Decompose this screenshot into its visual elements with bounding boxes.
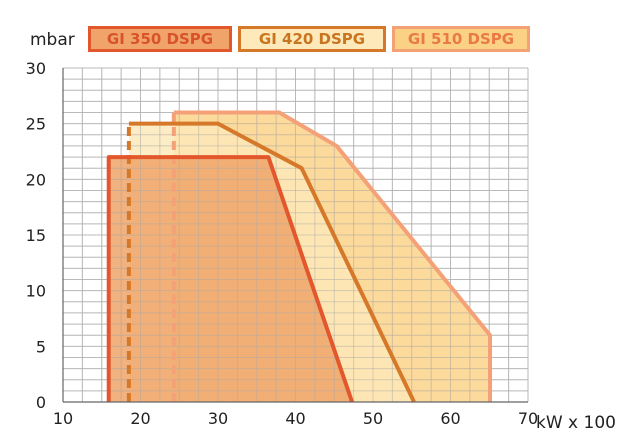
legend-item-gi-420-dspg: GI 420 DSPG — [238, 26, 386, 52]
series-areas — [108, 112, 491, 403]
axes — [62, 68, 528, 403]
legend-item-gi-350-dspg: GI 350 DSPG — [88, 26, 232, 52]
y-tick-label: 15 — [26, 226, 46, 245]
legend-item-gi-510-dspg: GI 510 DSPG — [392, 26, 530, 52]
y-tick-label: 20 — [26, 170, 46, 189]
series-area-0 — [108, 157, 353, 402]
x-tick-label: 20 — [130, 409, 150, 428]
series-line-0 — [106, 155, 354, 403]
tick-labels: 10 20 30 40 50 60 70 0 5 10 15 20 25 30 — [26, 59, 539, 428]
y-tick-label: 30 — [26, 59, 46, 78]
x-tick-label: 70 — [518, 409, 538, 428]
x-axis-label: kW x 100 — [536, 413, 616, 433]
series-lines — [106, 110, 493, 403]
x-tick-label: 60 — [440, 409, 460, 428]
y-axis-label: mbar — [30, 30, 75, 50]
y-tick-label: 25 — [26, 115, 46, 134]
series-line-1 — [128, 121, 416, 403]
y-tick-label: 0 — [36, 393, 46, 412]
x-tick-label: 30 — [208, 409, 228, 428]
y-tick-label: 5 — [36, 337, 46, 356]
x-tick-label: 40 — [285, 409, 305, 428]
x-tick-label: 10 — [53, 409, 73, 428]
series-line-2 — [173, 110, 493, 402]
x-tick-label: 50 — [363, 409, 383, 428]
y-tick-label: 10 — [26, 282, 46, 301]
